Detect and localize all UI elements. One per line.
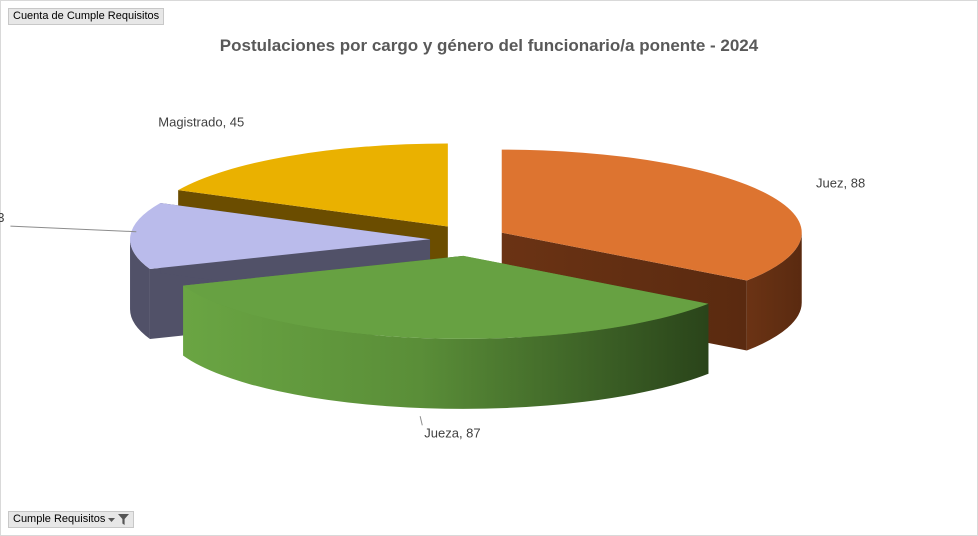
leader-line-magistrada — [10, 225, 137, 233]
slice-top — [130, 202, 431, 270]
slice-top — [183, 255, 709, 339]
data-label-magistrada: Magistrada, 33 — [0, 210, 4, 225]
leader-line-jueza — [419, 416, 423, 426]
slice-outer-side — [183, 285, 709, 409]
slice-outer-side — [130, 239, 150, 340]
filter-funnel-icon — [118, 514, 130, 525]
values-field-button[interactable]: Cuenta de Cumple Requisitos — [8, 8, 165, 25]
filter-field-button[interactable]: Cumple Requisitos — [8, 511, 135, 528]
slice-outer-side — [746, 232, 802, 351]
data-label-magistrado: Magistrado, 45 — [158, 114, 244, 129]
data-label-juez: Juez, 88 — [816, 176, 865, 191]
slice-jueza — [183, 255, 709, 409]
chart-title: Postulaciones por cargo y género del fun… — [219, 36, 759, 55]
slice-top — [501, 149, 802, 281]
slice-top — [178, 143, 448, 227]
values-field-label: Cuenta de Cumple Requisitos — [13, 10, 160, 22]
filter-field-label: Cumple Requisitos — [13, 513, 106, 525]
dropdown-arrow-icon — [108, 517, 116, 523]
data-label-jueza: Jueza, 87 — [424, 425, 480, 440]
